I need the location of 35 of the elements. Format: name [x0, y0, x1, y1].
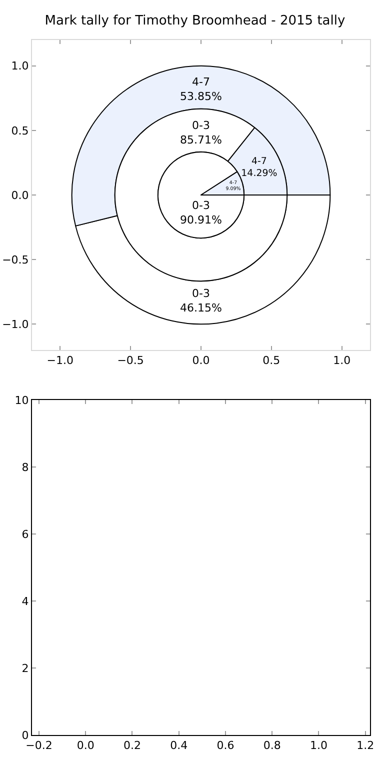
data-label: 90.91% [180, 213, 222, 226]
x-tick-label: −0.5 [117, 354, 144, 368]
x-tick-label: 0.2 [123, 739, 141, 752]
x-tick-label: 1.0 [333, 354, 351, 368]
y-tick-label: 0 [22, 728, 29, 742]
y-tick-label: 0.5 [11, 124, 29, 138]
y-tick-label: 10 [14, 394, 29, 407]
x-tick-label: 0.4 [170, 739, 188, 752]
data-label: 85.71% [180, 134, 222, 147]
data-label: 46.15% [180, 302, 222, 315]
x-tick-label: 1.0 [310, 739, 328, 752]
x-tick-label: 0.6 [216, 739, 234, 752]
slice-label: 4-7 [192, 75, 210, 88]
y-tick-label: 6 [22, 528, 29, 541]
data-label: 14.29% [241, 168, 278, 180]
x-tick-label: 0.0 [192, 354, 210, 368]
slice-label: 0-3 [192, 287, 210, 300]
x-tick-label: 1.2 [356, 739, 374, 752]
slice-label: 4-7 [251, 156, 267, 167]
x-tick-label: 0.5 [262, 354, 280, 368]
slice-label: 0-3 [192, 198, 210, 212]
chart-title: Mark tally for Timothy Broomhead - 2015 tally [44, 13, 346, 28]
y-tick-label: 0.0 [11, 188, 29, 202]
y-tick-label: −1.0 [2, 318, 29, 332]
y-tick-label: 4 [22, 594, 29, 608]
y-tick-label: −0.5 [2, 253, 29, 266]
x-tick-label: −1.0 [46, 354, 74, 368]
y-tick-label: 1.0 [11, 60, 29, 73]
x-tick-label: 0.8 [263, 739, 281, 752]
y-tick-label: 2 [22, 662, 29, 675]
y-tick-label: 8 [22, 460, 29, 474]
x-tick-label: −0.2 [26, 739, 52, 752]
slice-label: 0-3 [192, 119, 210, 132]
x-tick-label: 0.0 [76, 739, 94, 752]
data-label: 53.85% [180, 90, 222, 103]
